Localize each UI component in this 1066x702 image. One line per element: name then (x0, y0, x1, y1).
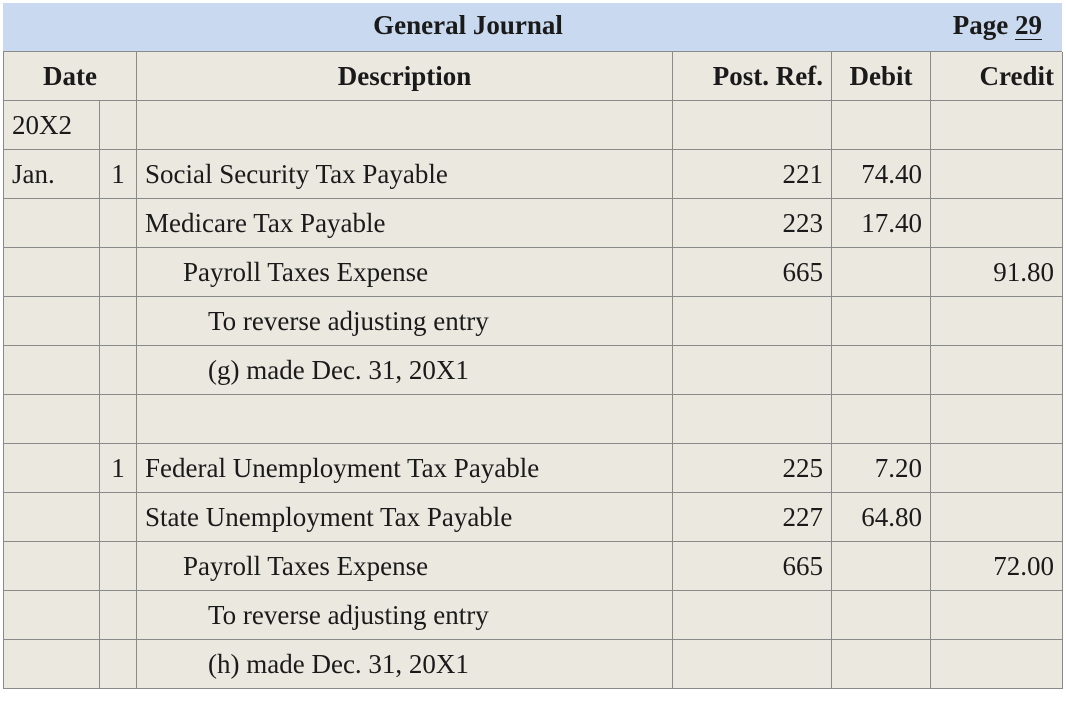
credit-cell (930, 100, 1064, 150)
post-ref-column-header: Post. Ref. (672, 52, 833, 101)
debit-cell (831, 247, 932, 297)
date-day-cell: 1 (98, 443, 138, 493)
credit-cell (930, 639, 1064, 689)
date-day-cell (98, 394, 138, 444)
post-ref-cell: 227 (672, 492, 833, 542)
journal-row: 20X2 (3, 100, 1064, 150)
journal-row: Medicare Tax Payable 223 17.40 (3, 198, 1064, 248)
date-month-cell: Jan. (3, 149, 100, 199)
post-ref-cell: 665 (672, 541, 833, 591)
date-month-cell (3, 345, 100, 395)
page-indicator: Page 29 (953, 3, 1042, 51)
post-ref-cell (672, 296, 833, 346)
date-month-cell (3, 247, 100, 297)
description-cell (136, 100, 674, 150)
post-ref-cell (672, 590, 833, 640)
debit-cell (831, 296, 932, 346)
date-month-cell (3, 492, 100, 542)
date-month-cell (3, 639, 100, 689)
description-cell: (g) made Dec. 31, 20X1 (136, 345, 674, 395)
description-cell: Federal Unemployment Tax Payable (136, 443, 674, 493)
post-ref-cell (672, 100, 833, 150)
date-month-cell (3, 394, 100, 444)
post-ref-cell (672, 394, 833, 444)
debit-column-header: Debit (831, 52, 932, 101)
date-day-cell (98, 345, 138, 395)
description-cell: To reverse adjusting entry (136, 590, 674, 640)
date-day-cell (98, 492, 138, 542)
date-month-cell (3, 443, 100, 493)
general-journal: General Journal Page 29 Date Description… (2, 3, 1064, 696)
credit-cell (930, 492, 1064, 542)
description-cell: (h) made Dec. 31, 20X1 (136, 639, 674, 689)
date-day-cell (98, 100, 138, 150)
journal-row: To reverse adjusting entry (3, 296, 1064, 346)
date-day-cell (98, 541, 138, 591)
date-day-cell (98, 296, 138, 346)
credit-cell (930, 443, 1064, 493)
journal-table: Date Description Post. Ref. Debit Credit… (2, 52, 1064, 689)
post-ref-cell: 665 (672, 247, 833, 297)
credit-cell (930, 149, 1064, 199)
date-day-cell (98, 247, 138, 297)
description-cell: Payroll Taxes Expense (136, 541, 674, 591)
page-label: Page (952, 10, 1009, 40)
debit-cell: 64.80 (831, 492, 932, 542)
journal-row: (g) made Dec. 31, 20X1 (3, 345, 1064, 395)
date-month-cell (3, 296, 100, 346)
debit-cell (831, 541, 932, 591)
journal-title-bar: General Journal Page 29 (3, 3, 1062, 52)
post-ref-cell: 221 (672, 149, 833, 199)
journal-row: (h) made Dec. 31, 20X1 (3, 639, 1064, 689)
credit-cell (930, 345, 1064, 395)
page-number: 29 (1015, 10, 1042, 40)
credit-cell (930, 198, 1064, 248)
credit-cell (930, 296, 1064, 346)
debit-cell (831, 100, 932, 150)
journal-row: Payroll Taxes Expense 665 72.00 (3, 541, 1064, 591)
credit-cell: 91.80 (930, 247, 1064, 297)
journal-row: Jan. 1 Social Security Tax Payable 221 74.40 (3, 149, 1064, 199)
journal-title: General Journal (373, 10, 563, 40)
post-ref-cell: 223 (672, 198, 833, 248)
date-month-cell (3, 541, 100, 591)
description-cell: Social Security Tax Payable (136, 149, 674, 199)
date-column-header: Date (2, 52, 138, 101)
description-cell: State Unemployment Tax Payable (136, 492, 674, 542)
description-cell: Medicare Tax Payable (136, 198, 674, 248)
date-day-cell: 1 (98, 149, 138, 199)
post-ref-cell: 225 (672, 443, 833, 493)
header-row: Date Description Post. Ref. Debit Credit (2, 52, 1064, 101)
debit-cell: 74.40 (831, 149, 932, 199)
description-column-header: Description (136, 52, 674, 101)
date-day-cell (98, 198, 138, 248)
post-ref-cell (672, 639, 833, 689)
date-day-cell (98, 590, 138, 640)
journal-row: Payroll Taxes Expense 665 91.80 (3, 247, 1064, 297)
credit-cell (930, 590, 1064, 640)
debit-cell (831, 345, 932, 395)
journal-row: To reverse adjusting entry (3, 590, 1064, 640)
credit-cell: 72.00 (930, 541, 1064, 591)
debit-cell (831, 639, 932, 689)
debit-cell: 7.20 (831, 443, 932, 493)
journal-row: 1 Federal Unemployment Tax Payable 225 7.20 (3, 443, 1064, 493)
credit-cell (930, 394, 1064, 444)
debit-cell: 17.40 (831, 198, 932, 248)
date-month-cell: 20X2 (3, 100, 100, 150)
date-month-cell (3, 198, 100, 248)
date-day-cell (98, 639, 138, 689)
journal-row (3, 394, 1064, 444)
description-cell: Payroll Taxes Expense (136, 247, 674, 297)
date-month-cell (3, 590, 100, 640)
post-ref-cell (672, 345, 833, 395)
description-cell (136, 394, 674, 444)
description-cell: To reverse adjusting entry (136, 296, 674, 346)
credit-column-header: Credit (930, 52, 1064, 101)
journal-row: State Unemployment Tax Payable 227 64.80 (3, 492, 1064, 542)
debit-cell (831, 394, 932, 444)
debit-cell (831, 590, 932, 640)
